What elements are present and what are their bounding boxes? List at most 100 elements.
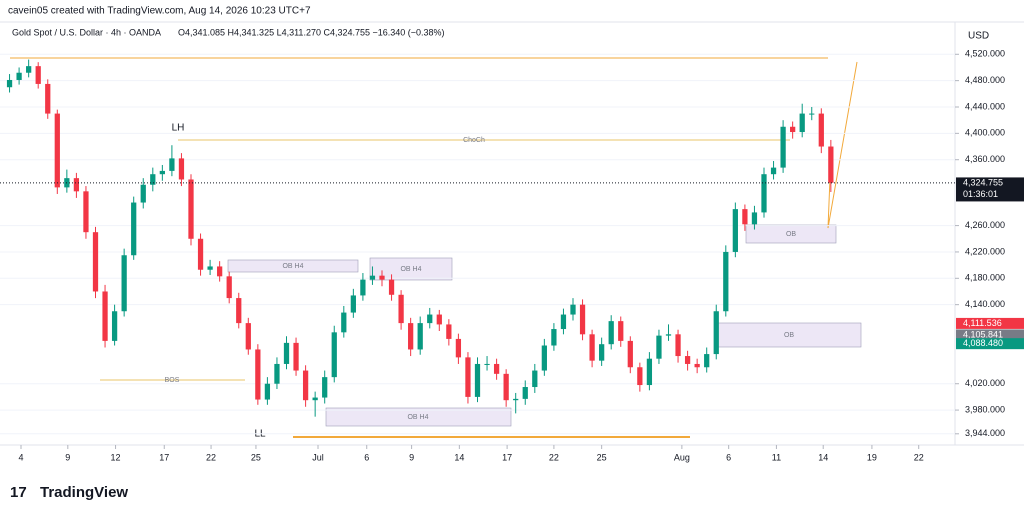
candle-body: [465, 357, 471, 397]
candle-body: [513, 398, 519, 401]
countdown: 01:36:01: [963, 189, 998, 199]
candle-body: [360, 279, 366, 296]
candle-body: [532, 370, 538, 388]
lh-label: LH: [172, 123, 185, 134]
ob-box: [717, 322, 862, 348]
candle-body: [6, 79, 13, 88]
candle-body: [704, 354, 710, 368]
price-label-box: [956, 329, 1024, 341]
x-tick-label: 22: [914, 452, 924, 462]
price-label-box: [956, 317, 1024, 329]
ob-label: OB: [786, 231, 796, 238]
x-tick-label: 17: [159, 452, 169, 462]
y-tick-label: 4,180.000: [965, 273, 1005, 283]
x-tick-label: 6: [364, 452, 369, 462]
y-tick-label: 4,440.000: [965, 101, 1005, 111]
attribution: cavein05 created with TradingView.com, A…: [8, 6, 311, 17]
candle-body: [732, 209, 738, 252]
brand-name: TradingView: [40, 484, 128, 501]
candle-body: [274, 363, 280, 384]
y-tick-label: 4,220.000: [965, 246, 1005, 256]
candle-body: [245, 323, 251, 350]
x-tick-label: Aug: [674, 452, 690, 462]
x-tick-label: 19: [867, 452, 877, 462]
currency-label: USD: [968, 31, 989, 42]
candle-body: [169, 158, 175, 171]
y-tick-label: 4,260.000: [965, 220, 1005, 230]
candle-body: [217, 266, 223, 277]
candle-body: [417, 323, 423, 350]
candle-body: [427, 314, 433, 324]
candle-body: [369, 275, 376, 280]
candle-body: [436, 314, 442, 325]
candle-body: [312, 397, 318, 401]
candle-body: [790, 126, 796, 133]
y-tick-label: 4,360.000: [965, 154, 1005, 164]
candle-body: [742, 209, 748, 225]
candle-body: [570, 304, 576, 315]
candle-body: [283, 342, 290, 364]
candle-body: [226, 276, 232, 299]
candle-body: [131, 202, 137, 256]
candle-body: [770, 167, 777, 175]
price-label-box: [956, 338, 1024, 350]
candle-body: [627, 340, 633, 368]
ob-h4-box: [325, 407, 512, 427]
symbol-title: Gold Spot / U.S. Dollar · 4h · OANDA: [12, 27, 161, 37]
candle-body: [455, 338, 462, 358]
candle-body: [646, 358, 653, 386]
x-tick-label: 22: [206, 452, 216, 462]
x-tick-label: 14: [454, 452, 464, 462]
candle-body: [599, 344, 605, 361]
y-tick-label: 4,480.000: [965, 75, 1005, 85]
candle-body: [207, 266, 213, 270]
candle-body: [484, 363, 490, 365]
candle-body: [140, 184, 146, 203]
ob-h4-box: [227, 259, 359, 273]
candle-body: [197, 238, 204, 270]
candle-body: [159, 170, 165, 175]
candle-body: [560, 314, 567, 330]
candle-body: [551, 329, 557, 346]
candle-body: [408, 323, 414, 350]
candle-body: [493, 363, 500, 374]
x-tick-label: 14: [818, 452, 828, 462]
y-tick-label: 4,400.000: [965, 128, 1005, 138]
candle-body: [675, 334, 681, 357]
x-tick-label: 12: [111, 452, 121, 462]
candle-body: [637, 367, 643, 386]
ob-box: [745, 224, 837, 244]
candle-body: [331, 332, 337, 378]
candle-body: [665, 334, 672, 336]
candle-body: [723, 251, 729, 312]
candle-body: [35, 66, 41, 84]
candle-body: [589, 334, 595, 361]
candle-body: [618, 321, 624, 341]
candle-body: [656, 335, 662, 359]
ob-h4-label: OB H4: [282, 263, 303, 270]
candle-body: [188, 179, 194, 239]
price-label-box: [956, 177, 1024, 202]
candle-body: [799, 113, 805, 133]
choch-label: ChoCh: [463, 137, 485, 144]
candle-body: [388, 279, 395, 295]
candle-body: [26, 66, 32, 73]
candle-body: [818, 113, 824, 147]
x-tick-label: 4: [19, 452, 24, 462]
y-tick-label: 4,020.000: [965, 378, 1005, 388]
price-label: 4,105.841: [963, 329, 1003, 339]
candle-body: [150, 174, 156, 185]
candle-body: [54, 113, 60, 188]
price-label: 4,088.480: [963, 338, 1003, 348]
candle-body: [255, 349, 261, 400]
candle-body: [83, 191, 89, 233]
x-tick-label: 9: [409, 452, 414, 462]
y-tick-label: 3,944.000: [965, 428, 1005, 438]
candle-body: [713, 311, 719, 355]
price-label: 4,111.536: [963, 318, 1002, 328]
ohlc-legend: O4,341.085 H4,341.325 L4,311.270 C4,324.…: [178, 27, 445, 37]
x-tick-label: 6: [726, 452, 731, 462]
candle-body: [522, 387, 528, 399]
candle-body: [446, 324, 452, 339]
